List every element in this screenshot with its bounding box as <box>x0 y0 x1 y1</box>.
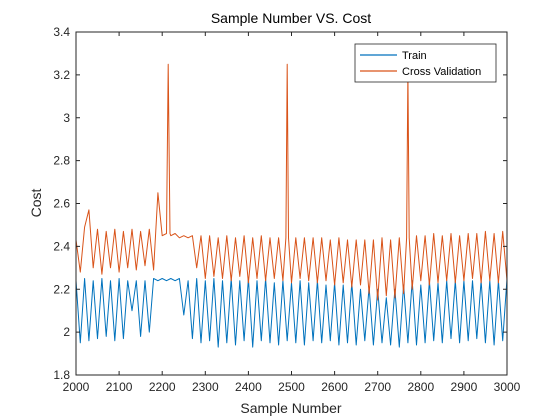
x-tick-label: 2100 <box>106 380 133 394</box>
y-tick-label: 2.8 <box>53 154 70 168</box>
y-tick-label: 2.2 <box>53 282 70 296</box>
y-tick-label: 2 <box>63 325 70 339</box>
y-axis: 1.8 2 2.2 2.4 2.6 2.8 3 3.2 3.4 <box>53 25 507 382</box>
series-layer <box>75 63 508 348</box>
y-tick-label: 3.2 <box>53 68 70 82</box>
x-axis: 2000 2100 2200 2300 2400 2500 2600 2700 2800 2900… <box>63 32 521 394</box>
x-tick-label: 3000 <box>494 380 521 394</box>
y-tick-label: 3.4 <box>53 25 70 39</box>
x-tick-label: 2400 <box>235 380 262 394</box>
y-tick-label: 2.6 <box>53 197 70 211</box>
x-tick-label: 2300 <box>192 380 219 394</box>
x-tick-label: 2200 <box>149 380 176 394</box>
legend-box <box>354 43 497 83</box>
x-tick-label: 2600 <box>321 380 348 394</box>
x-tick-label: 2000 <box>63 380 90 394</box>
x-tick-label: 2500 <box>278 380 305 394</box>
x-tick-label: 2800 <box>407 380 434 394</box>
y-axis-label: Cost <box>28 189 44 218</box>
chart-title: Sample Number VS. Cost <box>211 10 371 26</box>
x-tick-label: 2700 <box>364 380 391 394</box>
legend: Train Cross Validation <box>354 43 497 83</box>
y-tick-label: 3 <box>63 111 70 125</box>
legend-label-train: Train <box>402 50 427 62</box>
x-tick-label: 2900 <box>451 380 478 394</box>
y-tick-label: 1.8 <box>53 368 70 382</box>
plot-area <box>76 32 507 375</box>
y-tick-label: 2.4 <box>53 239 70 253</box>
x-axis-label: Sample Number <box>240 400 341 416</box>
legend-label-cross-validation: Cross Validation <box>402 66 481 78</box>
series-line-cross-validation <box>75 63 508 301</box>
